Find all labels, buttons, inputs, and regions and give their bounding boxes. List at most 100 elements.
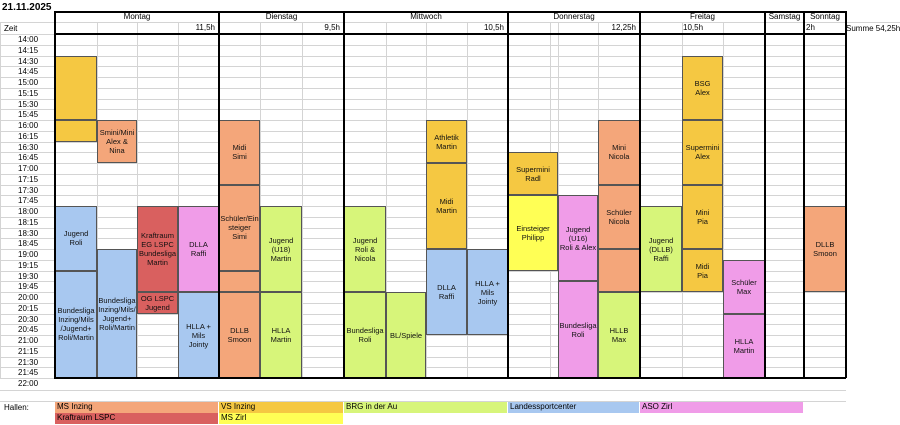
grid-row-line (0, 173, 846, 175)
grid-row-line (0, 163, 846, 164)
training-block[interactable]: Midi Martin (426, 163, 467, 249)
time-label: 14:15 (18, 45, 39, 55)
day-header-sonntag: Sonntag (810, 12, 840, 21)
training-block-label: Bundesliga Roli (346, 326, 384, 344)
time-label: 17:00 (18, 164, 39, 173)
grid-row-line (0, 152, 846, 154)
day-separator (845, 11, 847, 378)
day-header-freitag: Freitag (690, 12, 715, 21)
training-block[interactable]: Supermini Radl (508, 152, 558, 196)
time-label: 18:45 (18, 239, 39, 249)
training-block[interactable]: Bundesliga Inzing/Mils /Jugend+ Roli/Mar… (55, 270, 97, 378)
day-header-samstag: Samstag (768, 12, 801, 21)
training-block-label: Midi Martin (436, 197, 457, 215)
time-label: 16:00 (18, 121, 39, 130)
time-label: 20:30 (18, 314, 39, 324)
training-block[interactable] (598, 249, 640, 292)
time-label: 15:00 (18, 78, 39, 87)
grid-row-line (0, 66, 846, 68)
training-block[interactable]: HLLA Martin (260, 292, 302, 378)
time-label: 21:30 (18, 357, 39, 367)
time-label: 21:15 (18, 346, 39, 356)
legend-item-label: Landessportcenter (510, 402, 577, 411)
training-block[interactable]: Schüler Nicola (598, 184, 640, 249)
grid-row-line (0, 401, 846, 402)
training-block[interactable]: HLLA + Mils Jointy (178, 292, 219, 378)
training-block[interactable]: BL/Spiele (386, 292, 426, 378)
training-block[interactable]: Bundesliga Inzing/Mils/ Jugend+ Roli/Mar… (97, 249, 137, 378)
grid-row-line (0, 44, 846, 46)
time-label: 15:45 (18, 110, 39, 120)
grid-row-line (0, 22, 900, 23)
time-label: 20:45 (18, 325, 39, 335)
grid-row-line (0, 227, 846, 229)
day-separator (764, 11, 766, 378)
grid-row-line (0, 55, 846, 57)
legend-item-label: VS Inzing (221, 402, 256, 411)
grid-col-line (302, 22, 303, 378)
time-label: 17:15 (18, 174, 39, 184)
training-block[interactable]: HLLB Max (598, 292, 640, 378)
grid-row-line (0, 195, 846, 197)
training-block[interactable]: DLLB Smoon (219, 292, 260, 378)
training-block[interactable]: Smini/Mini Alex & Nina (97, 120, 137, 163)
training-block[interactable]: DLLB Smoon (804, 206, 846, 292)
training-block[interactable]: Kraftraum EG LSPC Bundesliga Martin (137, 206, 178, 292)
legend-label: Hallen: (4, 403, 29, 412)
training-block[interactable] (55, 55, 97, 120)
training-block[interactable]: Jugend Roli & Nicola (344, 206, 386, 292)
training-block[interactable] (55, 120, 97, 142)
training-block[interactable]: Kraftraum OG LSPC Jugend Martin (137, 292, 178, 314)
time-label: 19:30 (18, 271, 39, 281)
training-block[interactable]: Athletik Martin (426, 120, 467, 163)
day-hours: 2h (806, 23, 815, 32)
training-block[interactable]: HLLA Martin (723, 313, 765, 378)
training-block-label: Jugend (U16) Roli & Alex (559, 224, 597, 252)
training-block-label: Schüler Nicola (606, 207, 632, 226)
training-block-label: Supermini Alex (685, 143, 720, 162)
training-block[interactable]: Jugend (U16) Roli & Alex (558, 195, 598, 282)
training-block[interactable]: Jugend (U18) Martin (260, 206, 302, 292)
time-label: 18:30 (18, 228, 39, 238)
training-block-label: Jugend Roli (63, 229, 89, 248)
training-block[interactable]: HLLA + Mils Jointy (467, 249, 508, 335)
time-label: 14:00 (18, 35, 39, 44)
training-block[interactable]: Midi Simi (219, 120, 260, 185)
training-block[interactable]: Bundesliga Roli (558, 281, 598, 378)
training-block[interactable]: Midi Pia (682, 249, 723, 292)
grid-row-line (0, 270, 846, 272)
grid-row-line (0, 98, 846, 100)
training-block[interactable]: Schüler Max (723, 259, 765, 314)
training-block[interactable]: Jugend Roli (55, 206, 97, 271)
training-block[interactable]: DLLA Raffi (426, 249, 467, 335)
training-block[interactable]: DLLA Raffi (178, 206, 219, 292)
training-block[interactable]: Einsteiger Philipp (508, 195, 558, 271)
grid-row-line (0, 249, 846, 250)
day-hours: 9,5h (324, 23, 340, 32)
training-block[interactable]: BSG Alex (682, 55, 723, 120)
training-block[interactable] (219, 270, 260, 292)
training-block-label: DLLB Smoon (813, 240, 837, 258)
training-block-label: Supermini Radl (516, 164, 550, 183)
time-label: 16:30 (18, 142, 39, 152)
legend-item-label: BRG in der Au (346, 402, 398, 411)
training-block-label: Schüler/Ein steiger Simi (220, 214, 259, 241)
training-block[interactable]: Supermini Alex (682, 120, 723, 185)
training-block[interactable]: Bundesliga Roli (344, 292, 386, 378)
training-block[interactable]: Schüler/Ein steiger Simi (219, 184, 260, 271)
grid-row-line (0, 216, 846, 218)
training-block-label: Midi Simi (232, 143, 247, 162)
legend-item: Kraftraum LSPC (55, 413, 219, 424)
training-block-label: Mini Nicola (608, 143, 630, 162)
training-block-label: HLLA Martin (270, 326, 292, 344)
legend-item-label: MS Inzing (57, 402, 93, 411)
training-block[interactable]: Mini Pia (682, 184, 723, 249)
training-block-label: DLLB Smoon (227, 326, 252, 344)
day-hours: 12,25h (611, 23, 636, 32)
training-block[interactable]: Mini Nicola (598, 120, 640, 185)
training-block[interactable]: Jugend (DLLB) Raffi (640, 206, 682, 292)
time-label: 21:45 (18, 368, 39, 378)
training-block-label: Bundesliga Inzing/Mils/ Jugend+ Roli/Mar… (98, 295, 136, 332)
time-label: 19:15 (18, 260, 39, 270)
